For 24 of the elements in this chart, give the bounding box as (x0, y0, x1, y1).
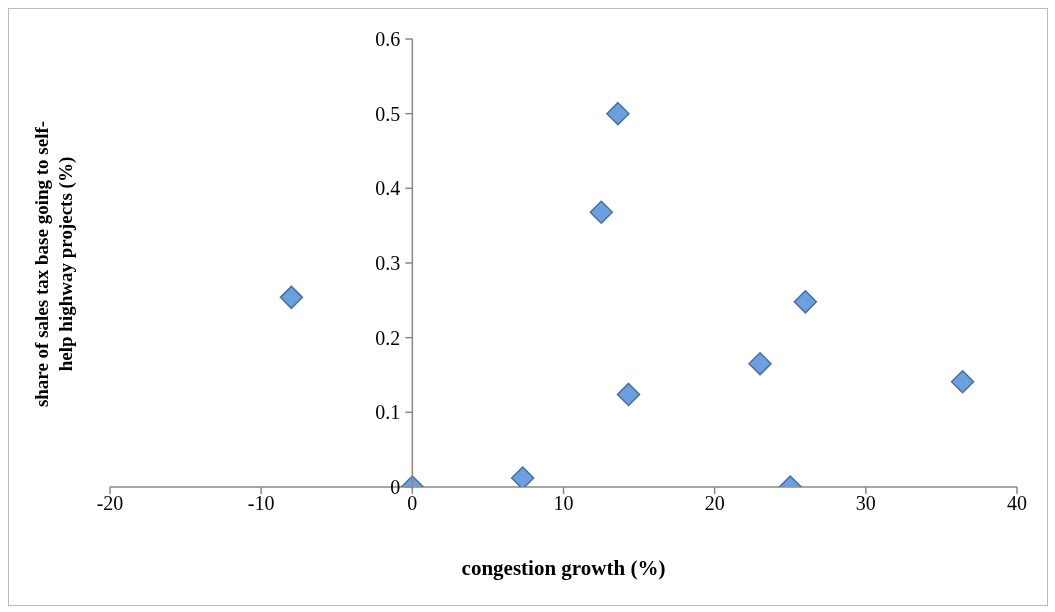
y-tick-label: 0 (390, 476, 401, 498)
x-tick-label: -10 (247, 492, 275, 515)
point (510, 466, 535, 487)
y-tick-label: 0.6 (375, 28, 401, 50)
y-tick-label: 0.2 (375, 326, 401, 349)
x-tick-label: 30 (855, 492, 876, 515)
x-tick-label: 10 (553, 492, 574, 515)
y-tick-label: 0.5 (375, 102, 401, 125)
y-tick-label: 0.3 (375, 252, 401, 274)
point (589, 200, 614, 224)
x-axis-title: congestion growth (%) (461, 556, 666, 580)
x-tick-label: 20 (704, 492, 725, 515)
y-tick-label: 0.4 (375, 177, 401, 200)
point (748, 352, 772, 376)
point (279, 285, 304, 310)
point (606, 101, 630, 126)
y-axis-title: share of sales tax base going to self-help highway projects (%) (30, 119, 77, 410)
point (793, 290, 818, 314)
x-tick-label: 40 (1007, 492, 1027, 515)
y-tick-label: 0.1 (375, 401, 401, 424)
x-tick-label: 0 (407, 492, 418, 515)
point (950, 369, 975, 394)
point (616, 382, 641, 407)
x-tick-label: -20 (96, 492, 124, 515)
